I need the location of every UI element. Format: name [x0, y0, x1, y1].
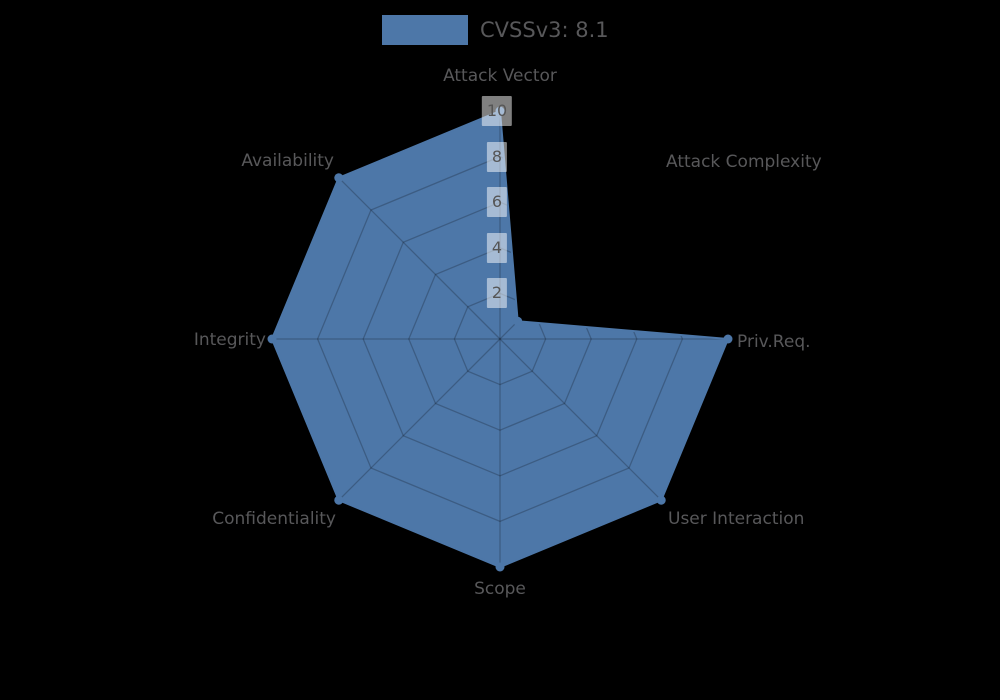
- radial-tick-label: 8: [486, 141, 508, 172]
- grid-ring: [362, 201, 638, 477]
- legend-label: CVSSv3: 8.1: [480, 18, 609, 42]
- vertex-dot: [513, 316, 523, 326]
- radial-tick-label: 10: [481, 96, 513, 126]
- legend-swatch: [382, 15, 468, 45]
- legend[interactable]: CVSSv3: 8.1: [382, 15, 609, 45]
- axis-label: User Interaction: [668, 509, 804, 529]
- vertex-dot: [656, 495, 666, 505]
- axis-label: Confidentiality: [212, 509, 336, 529]
- axis-spoke: [338, 177, 501, 340]
- axis-spoke: [499, 177, 662, 340]
- axis-label: Attack Vector: [443, 66, 557, 86]
- grid-ring: [316, 155, 684, 523]
- axis-label: Integrity: [194, 330, 266, 350]
- axis-spoke: [499, 338, 662, 501]
- series-area: [272, 111, 728, 567]
- radial-tick-label: 2: [486, 278, 508, 309]
- vertex-dot: [267, 334, 277, 344]
- vertex-dot: [495, 562, 505, 572]
- axis-label: Scope: [474, 579, 526, 599]
- axis-label: Attack Complexity: [666, 152, 822, 172]
- vertex-dot: [334, 495, 344, 505]
- axis-spoke: [338, 338, 501, 501]
- axis-label: Priv.Req.: [737, 332, 811, 352]
- axis-label: Availability: [241, 151, 334, 171]
- grid-ring: [408, 247, 592, 431]
- grid-ring: [453, 292, 547, 386]
- radial-tick-label: 4: [486, 232, 508, 263]
- radial-tick-label: 6: [486, 187, 508, 218]
- vertex-dot: [723, 334, 733, 344]
- vertex-dot: [334, 173, 344, 183]
